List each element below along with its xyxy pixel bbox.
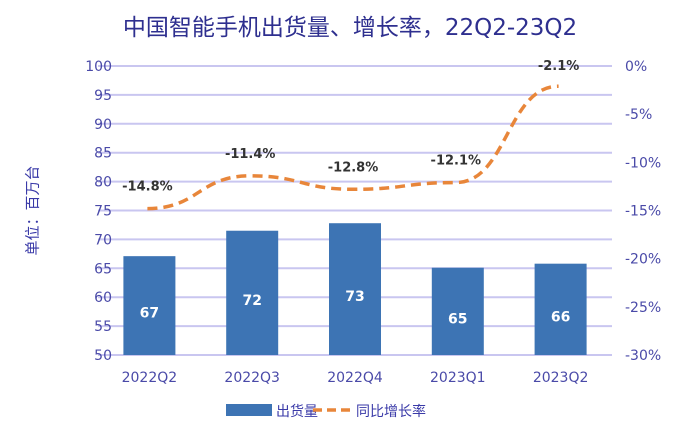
bar (431, 267, 484, 355)
bar-data-label: 66 (551, 309, 570, 325)
y-tick-label: 55 (94, 319, 112, 335)
legend-label-growth: 同比增长率 (356, 403, 426, 420)
x-tick-label: 2022Q3 (224, 370, 280, 386)
bar-data-label: 67 (140, 306, 159, 322)
legend-bar-swatch (226, 404, 272, 416)
y-tick-label: 70 (94, 232, 112, 248)
x-tick-label: 2022Q4 (327, 370, 383, 386)
y2-tick-label: -20% (625, 252, 661, 268)
y-tick-label: 90 (94, 117, 112, 133)
y-tick-label: 60 (94, 290, 112, 306)
y-tick-label: 80 (94, 175, 112, 191)
y2-tick-label: -30% (625, 348, 661, 364)
x-tick-label: 2023Q2 (533, 370, 589, 386)
y2-tick-label: -5% (625, 107, 652, 123)
line-data-label: -12.1% (431, 154, 482, 169)
bar (534, 263, 587, 355)
line-data-label: -12.8% (328, 160, 379, 175)
legend-label-shipments: 出货量 (276, 403, 318, 420)
line-data-label: -2.1% (538, 59, 579, 74)
y2-tick-label: 0% (625, 59, 647, 75)
bar (226, 230, 279, 355)
y2-tick-label: -25% (625, 300, 661, 316)
y-tick-label: 85 (94, 146, 112, 162)
growth-line (147, 84, 559, 211)
line-data-label: -11.4% (225, 147, 276, 162)
y-tick-label: 95 (94, 88, 112, 104)
chart-title: 中国智能手机出货量、增长率，22Q2-23Q2 (122, 15, 578, 41)
x-tick-label: 2023Q1 (430, 370, 486, 386)
bar-data-label: 72 (242, 293, 261, 309)
bar (123, 256, 176, 355)
y2-tick-label: -15% (625, 204, 661, 220)
bar (329, 223, 381, 355)
y-tick-label: 100 (85, 59, 112, 75)
y-tick-label: 65 (94, 261, 112, 277)
x-tick-label: 2022Q2 (122, 370, 178, 386)
y-tick-label: 50 (94, 348, 112, 364)
bar-data-label: 65 (448, 311, 467, 327)
y2-tick-label: -10% (625, 155, 661, 171)
line-data-label: -14.8% (122, 180, 173, 195)
y-tick-label: 75 (94, 204, 112, 220)
bar-data-label: 73 (345, 289, 364, 305)
